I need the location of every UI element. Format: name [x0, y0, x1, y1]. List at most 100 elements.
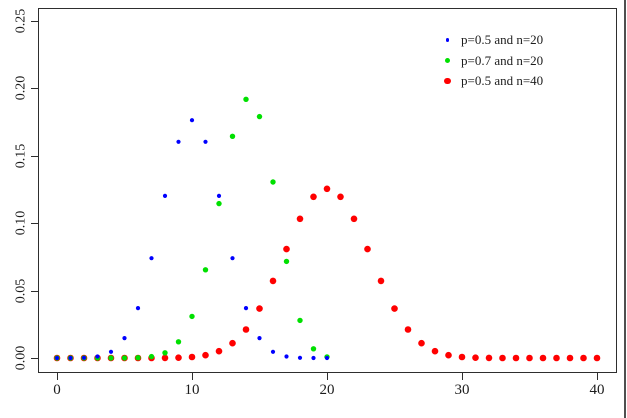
- legend-marker-icon: [445, 38, 450, 43]
- data-point: [108, 355, 114, 361]
- data-point: [242, 326, 250, 333]
- data-point: [122, 336, 127, 341]
- data-point: [310, 193, 317, 201]
- x-axis-tick: [597, 373, 598, 380]
- data-point: [472, 354, 479, 362]
- data-point: [284, 354, 289, 359]
- y-axis-tick-label: 0.05: [13, 278, 29, 303]
- data-point: [391, 305, 398, 312]
- data-point: [324, 355, 330, 361]
- data-point: [580, 354, 587, 362]
- data-point: [485, 354, 493, 362]
- data-point: [162, 350, 168, 356]
- y-axis-tick-label: 0.15: [13, 143, 29, 168]
- data-point: [553, 354, 560, 362]
- legend-item: p=0.7 and n=20: [439, 50, 543, 70]
- data-point: [216, 200, 222, 207]
- data-point: [243, 306, 249, 311]
- y-axis-tick-label: 0.20: [13, 75, 29, 101]
- data-point: [81, 355, 87, 360]
- data-point: [269, 277, 277, 285]
- data-point: [243, 96, 249, 103]
- data-point: [162, 193, 168, 198]
- data-point: [54, 355, 60, 361]
- data-point: [377, 277, 385, 285]
- data-point: [202, 351, 209, 359]
- data-point: [216, 193, 222, 198]
- y-axis-tick-label: 0.25: [13, 8, 29, 33]
- data-point: [121, 355, 128, 361]
- data-point: [526, 354, 533, 362]
- data-point: [296, 215, 304, 223]
- data-point: [229, 339, 236, 347]
- y-axis-tick-label: 0.00: [13, 345, 29, 371]
- legend-label: p=0.7 and n=20: [461, 52, 544, 68]
- data-point: [68, 355, 73, 361]
- data-point: [135, 306, 141, 311]
- y-axis-tick: [31, 20, 38, 22]
- data-point: [257, 336, 262, 341]
- x-axis-tick: [327, 373, 328, 380]
- y-axis-tick: [31, 155, 38, 157]
- x-axis-tick-label: 10: [184, 382, 200, 398]
- data-point: [229, 133, 236, 139]
- y-axis-tick: [31, 223, 38, 224]
- data-point: [230, 256, 235, 261]
- data-point: [337, 193, 344, 201]
- legend-marker-box: [439, 38, 456, 43]
- y-axis-tick: [31, 88, 38, 89]
- legend-label: p=0.5 and n=40: [461, 72, 544, 88]
- data-point: [175, 354, 182, 362]
- data-point: [499, 354, 506, 362]
- legend-item: p=0.5 and n=20: [439, 30, 543, 50]
- data-point: [539, 354, 547, 362]
- data-point: [256, 305, 263, 312]
- x-axis-tick-label: 0: [53, 382, 61, 398]
- data-point: [175, 339, 182, 345]
- x-axis-tick: [57, 373, 58, 380]
- data-point: [431, 347, 439, 355]
- data-point: [297, 355, 303, 360]
- data-point: [176, 139, 181, 144]
- data-point: [270, 349, 276, 354]
- x-axis-tick: [192, 373, 193, 380]
- x-axis-tick-label: 20: [319, 382, 335, 398]
- legend-marker-icon: [445, 58, 450, 64]
- data-point: [364, 245, 371, 253]
- data-point: [404, 326, 412, 333]
- y-axis-tick: [31, 358, 38, 359]
- data-point: [161, 354, 169, 362]
- data-point: [418, 339, 425, 347]
- window-right-border: [624, 0, 626, 418]
- legend-item: p=0.5 and n=40: [439, 71, 543, 91]
- y-axis-tick: [31, 290, 38, 292]
- data-point: [566, 354, 574, 362]
- x-axis-tick: [462, 373, 463, 380]
- data-point: [283, 245, 290, 253]
- data-point: [458, 353, 466, 361]
- x-axis-tick-label: 30: [454, 382, 470, 398]
- data-point: [148, 353, 155, 360]
- data-point: [188, 353, 196, 361]
- data-point: [203, 139, 208, 144]
- data-point: [593, 354, 601, 362]
- plot-area: [38, 8, 617, 373]
- data-point: [189, 118, 195, 123]
- data-point: [512, 354, 520, 362]
- legend-label: p=0.5 and n=20: [461, 32, 544, 48]
- data-point: [297, 317, 303, 324]
- data-point: [135, 355, 141, 361]
- legend-marker-box: [439, 58, 456, 64]
- data-point: [323, 185, 331, 193]
- y-axis-tick-label: 0.10: [13, 210, 29, 236]
- data-point: [283, 258, 290, 265]
- data-point: [189, 313, 195, 320]
- data-point: [311, 355, 316, 361]
- data-point: [256, 113, 263, 120]
- data-point: [95, 354, 100, 359]
- legend: p=0.5 and n=20 p=0.7 and n=20 p=0.5 and …: [439, 30, 543, 91]
- data-point: [350, 215, 358, 223]
- data-point: [270, 179, 276, 185]
